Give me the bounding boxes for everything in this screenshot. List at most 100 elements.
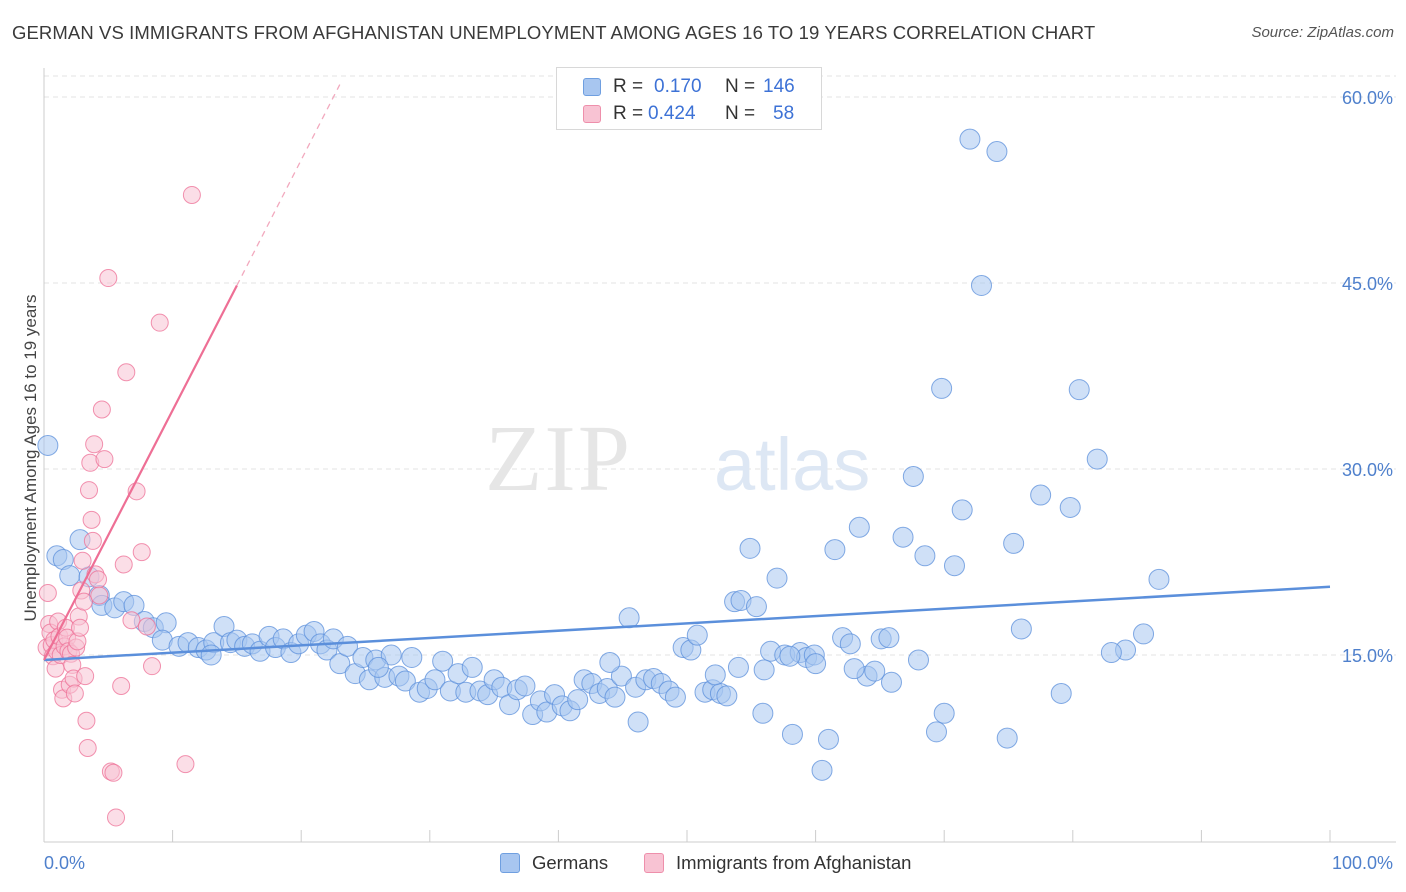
germans-point-83: [664, 686, 686, 708]
y-tick-label-30: 30.0%: [1342, 460, 1393, 480]
germans-point-139: [805, 653, 827, 675]
germans-point-114: [902, 465, 924, 487]
germans-point-20: [200, 644, 222, 666]
germans-point-62: [514, 675, 536, 697]
afghanistan-point-1: [38, 584, 57, 602]
legend-bottom-swatch-afghanistan: [644, 853, 664, 873]
afghanistan-point-31: [77, 711, 96, 730]
germans-point-110: [864, 660, 886, 682]
afghanistan-point-37: [85, 435, 104, 454]
germans-point-132: [1133, 623, 1155, 645]
germans-point-135: [907, 649, 929, 671]
legend-r-value-afghanistan: 0.424: [648, 103, 696, 124]
afghanistan-point-50: [122, 611, 141, 630]
germans-point-119: [951, 499, 973, 521]
legend-swatch-germans: [583, 78, 601, 96]
germans-point-46: [394, 670, 416, 692]
germans-point-107: [839, 633, 861, 655]
germans-point-47: [401, 646, 423, 668]
germans-point-74: [604, 686, 626, 708]
afghanistan-point-32: [78, 739, 97, 757]
germans-point-94: [745, 596, 767, 618]
chart-title: GERMAN VS IMMIGRANTS FROM AFGHANISTAN UN…: [12, 22, 1096, 43]
afghanistan-point-52: [132, 543, 151, 562]
afghanistan-point-39: [89, 570, 108, 589]
y-tick-labels: 15.0% 30.0% 45.0% 60.0%: [1342, 88, 1393, 666]
afghanistan-point-28: [73, 551, 92, 570]
germans-point-116: [925, 721, 947, 743]
watermark: ZIP atlas: [485, 407, 870, 511]
afghanistan-point-22: [65, 684, 84, 703]
germans-point-137: [1148, 568, 1170, 590]
afghanistan-point-43: [99, 269, 118, 288]
afghanistan-point-42: [95, 450, 114, 469]
germans-point-0: [37, 434, 59, 456]
germans-point-37: [329, 653, 351, 675]
germans-point-126: [1030, 484, 1052, 506]
germans-point-97: [766, 567, 788, 589]
gridlines: [44, 75, 1396, 656]
afghanistan-point-53: [137, 617, 156, 636]
series-afghanistan: [37, 185, 201, 827]
germans-point-122: [986, 141, 1008, 163]
y-tick-label-15: 15.0%: [1342, 646, 1393, 666]
germans-point-133: [931, 377, 953, 399]
germans-point-93: [739, 537, 761, 559]
germans-point-99: [781, 723, 803, 745]
y-axis-label: Unemployment Among Ages 16 to 19 years: [21, 295, 40, 622]
germans-point-143: [704, 664, 726, 686]
legend-bottom-swatch-germans: [500, 853, 520, 873]
y-tick-label-45: 45.0%: [1342, 274, 1393, 294]
legend-r-label-afghanistan: R =: [613, 103, 644, 124]
y-tick-label-60: 60.0%: [1342, 88, 1393, 108]
afghanistan-point-49: [117, 363, 136, 382]
germans-point-115: [914, 545, 936, 567]
germans-point-129: [1068, 379, 1090, 401]
germans-point-127: [1050, 682, 1072, 704]
watermark-zip: ZIP: [485, 407, 632, 511]
germans-point-136: [880, 671, 902, 693]
germans-point-118: [943, 555, 965, 577]
germans-point-44: [380, 644, 402, 666]
germans-point-75: [610, 665, 632, 687]
germans-point-113: [892, 526, 914, 548]
trend-lines: [43, 84, 1331, 662]
afghanistan-point-33: [80, 481, 99, 500]
germans-point-55: [461, 656, 483, 678]
germans-point-117: [933, 702, 955, 724]
legend-r-label-germans: R =: [613, 76, 644, 97]
legend-item-germans: Germans: [500, 852, 608, 874]
germans-point-76: [618, 607, 640, 629]
germans-point-112: [878, 627, 900, 649]
legend-n-value-afghanistan: 58: [773, 103, 795, 124]
germans-point-144: [599, 651, 621, 673]
germans-point-121: [970, 274, 992, 296]
afghanistan-point-30: [76, 667, 95, 686]
germans-point-104: [817, 728, 839, 750]
afghanistan-point-57: [182, 185, 201, 204]
trend-line-afghanistan-extension: [236, 84, 341, 286]
legend-n-label-afghanistan: N =: [725, 103, 756, 124]
afghanistan-point-26: [71, 618, 90, 637]
afghanistan-point-35: [82, 510, 101, 529]
germans-point-13: [155, 612, 177, 634]
germans-point-103: [811, 759, 833, 781]
germans-point-3: [59, 565, 81, 587]
germans-point-128: [1059, 496, 1081, 518]
legend-label-germans: Germans: [532, 852, 609, 873]
germans-point-141: [753, 659, 775, 681]
germans-point-95: [752, 702, 774, 724]
germans-point-124: [1003, 532, 1025, 554]
germans-point-140: [779, 645, 801, 667]
legend-label-afghanistan: Immigrants from Afghanistan: [676, 852, 912, 873]
legend-swatch-afghanistan: [583, 105, 601, 123]
germans-point-50: [424, 669, 446, 691]
germans-point-86: [686, 624, 708, 646]
legend-n-value-germans: 146: [763, 76, 795, 97]
germans-point-142: [727, 656, 749, 678]
germans-point-125: [1010, 618, 1032, 640]
afghanistan-point-54: [143, 657, 162, 676]
afghanistan-point-41: [92, 400, 111, 419]
germans-point-108: [848, 516, 870, 538]
